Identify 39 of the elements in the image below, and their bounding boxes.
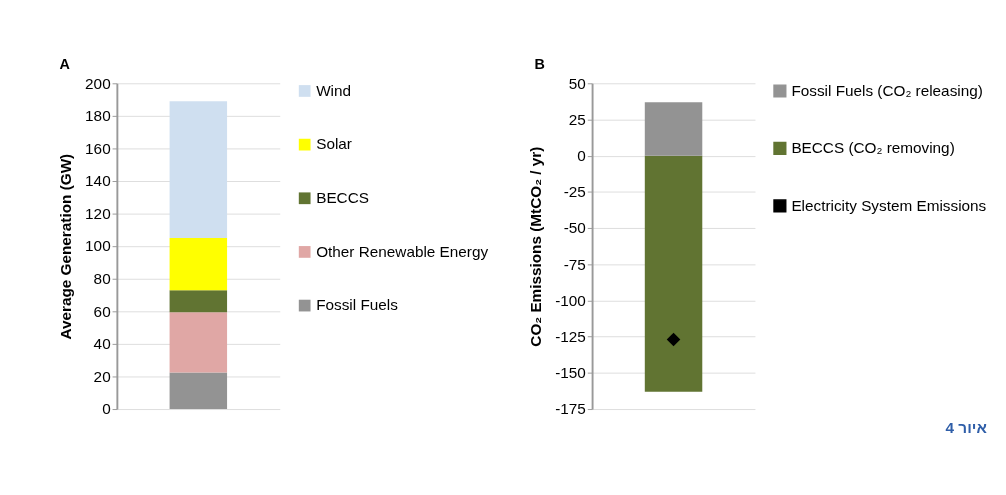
bar <box>169 101 228 239</box>
chart-title: A <box>59 55 70 72</box>
y-tick-label: 0 <box>577 146 586 164</box>
legend-label: Electricity System Emissions <box>791 196 987 214</box>
bar <box>169 238 228 291</box>
y-tick-label: -150 <box>555 364 586 382</box>
chart-title: B <box>534 55 545 72</box>
y-tick-label: 0 <box>102 400 111 418</box>
bar <box>169 312 228 373</box>
y-tick-label: 25 <box>568 110 586 128</box>
y-tick-label: 140 <box>85 172 111 190</box>
y-tick-label: -50 <box>563 219 586 237</box>
y-tick-label: 50 <box>568 74 586 92</box>
y-tick-label: -100 <box>555 291 586 309</box>
bar <box>169 290 228 313</box>
legend-label: Fossil Fuels (CO₂ releasing) <box>791 81 983 99</box>
y-tick-label: 20 <box>93 367 111 385</box>
y-tick-label: 160 <box>85 139 111 157</box>
y-tick-label: 200 <box>85 74 111 92</box>
y-tick-label: 40 <box>93 335 111 353</box>
y-tick-label: 120 <box>85 204 111 222</box>
y-axis-title: CO₂ Emissions (MtCO₂ / yr) <box>526 146 544 347</box>
text: איור 4 <box>945 419 988 437</box>
legend-label: BECCS (CO₂ removing) <box>791 139 955 157</box>
legend-label: BECCS <box>316 189 369 207</box>
y-tick-label: -125 <box>555 327 586 345</box>
bar <box>169 372 228 410</box>
y-tick-label: -25 <box>563 183 586 201</box>
y-tick-label: 60 <box>93 302 111 320</box>
legend-label: Wind <box>316 81 352 99</box>
y-tick-label: 180 <box>85 107 111 125</box>
legend-label: Solar <box>316 135 352 153</box>
legend-label: Other Renewable Energy <box>316 242 489 260</box>
y-tick-label: -175 <box>555 400 586 418</box>
y-tick-label: -75 <box>563 255 586 273</box>
y-tick-label: 100 <box>85 237 111 255</box>
y-tick-label: 80 <box>93 270 111 288</box>
legend-label: Fossil Fuels <box>316 296 399 314</box>
y-axis-title: Average Generation (GW) <box>56 153 74 340</box>
